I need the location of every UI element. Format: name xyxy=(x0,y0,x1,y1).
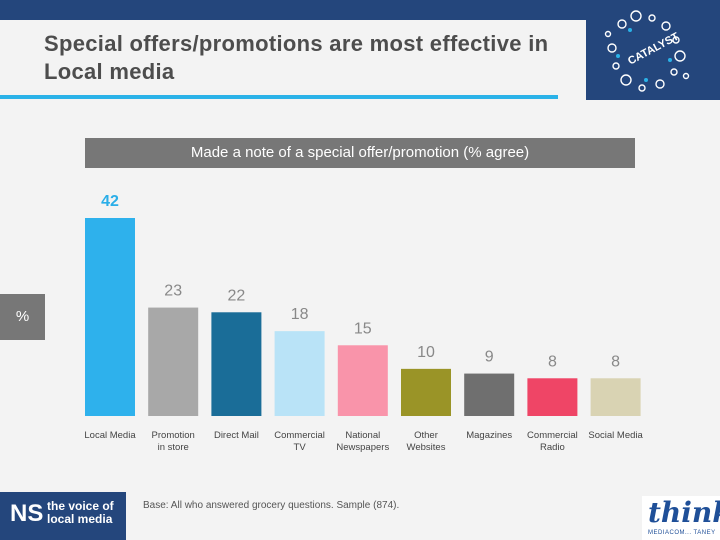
data-label-8: 8 xyxy=(548,353,557,370)
category-label-3: Direct Mail xyxy=(214,430,259,441)
think-subtext: MEDIACOM... TANEY xyxy=(648,530,716,536)
category-label-7: Magazines xyxy=(466,430,512,441)
bar-2 xyxy=(148,307,199,416)
title-underline xyxy=(0,95,558,99)
data-label-4: 18 xyxy=(291,306,309,323)
data-label-7: 9 xyxy=(485,349,494,366)
ns-mark: NS xyxy=(10,500,44,527)
slide-title: Special offers/promotions are most effec… xyxy=(44,31,549,84)
bar-1 xyxy=(85,218,135,416)
base-note: Base: All who answered grocery questions… xyxy=(143,500,400,511)
category-label-4-line-1: Commercial xyxy=(274,430,325,441)
category-label-5-line-1: National xyxy=(345,430,380,441)
category-label-2-line-2: in store xyxy=(158,442,189,453)
ns-tagline: the voice of local media xyxy=(47,499,114,526)
data-label-1: 42 xyxy=(101,193,119,210)
category-label-9: Social Media xyxy=(588,430,643,441)
top-band xyxy=(0,0,720,20)
category-label-4-line-2: TV xyxy=(294,442,307,453)
bar-6 xyxy=(401,368,451,416)
category-label-8-line-1: Commercial xyxy=(527,430,578,441)
category-label-6-line-2: Websites xyxy=(407,442,446,453)
bar-5 xyxy=(337,345,388,416)
category-label-5-line-2: Newspapers xyxy=(336,442,389,453)
bar-4 xyxy=(274,331,325,416)
percent-axis-label: % xyxy=(0,294,45,340)
bar-7 xyxy=(464,373,515,416)
category-label-1: Local Media xyxy=(84,430,136,441)
category-label-8-line-2: Radio xyxy=(540,442,565,453)
catalyst-logo-panel: CATALYST xyxy=(586,0,720,100)
data-label-6: 10 xyxy=(417,344,435,361)
think-word: think xyxy=(648,496,720,529)
data-label-2: 23 xyxy=(164,283,182,300)
bar-3 xyxy=(211,312,262,416)
chart-subtitle: Made a note of a special offer/promotion… xyxy=(85,138,635,168)
think-logo: think MEDIACOM... TANEY xyxy=(642,496,720,540)
catalyst-logo: CATALYST xyxy=(604,10,690,92)
bar-9 xyxy=(590,378,641,416)
data-label-3: 22 xyxy=(228,287,246,304)
category-label-6-line-1: Other xyxy=(414,430,438,441)
data-label-9: 8 xyxy=(611,353,620,370)
data-label-5: 15 xyxy=(354,320,372,337)
category-label-2-line-1: Promotion xyxy=(152,430,195,441)
bar-8 xyxy=(527,378,578,416)
ns-logo: NS the voice of local media xyxy=(0,492,126,540)
